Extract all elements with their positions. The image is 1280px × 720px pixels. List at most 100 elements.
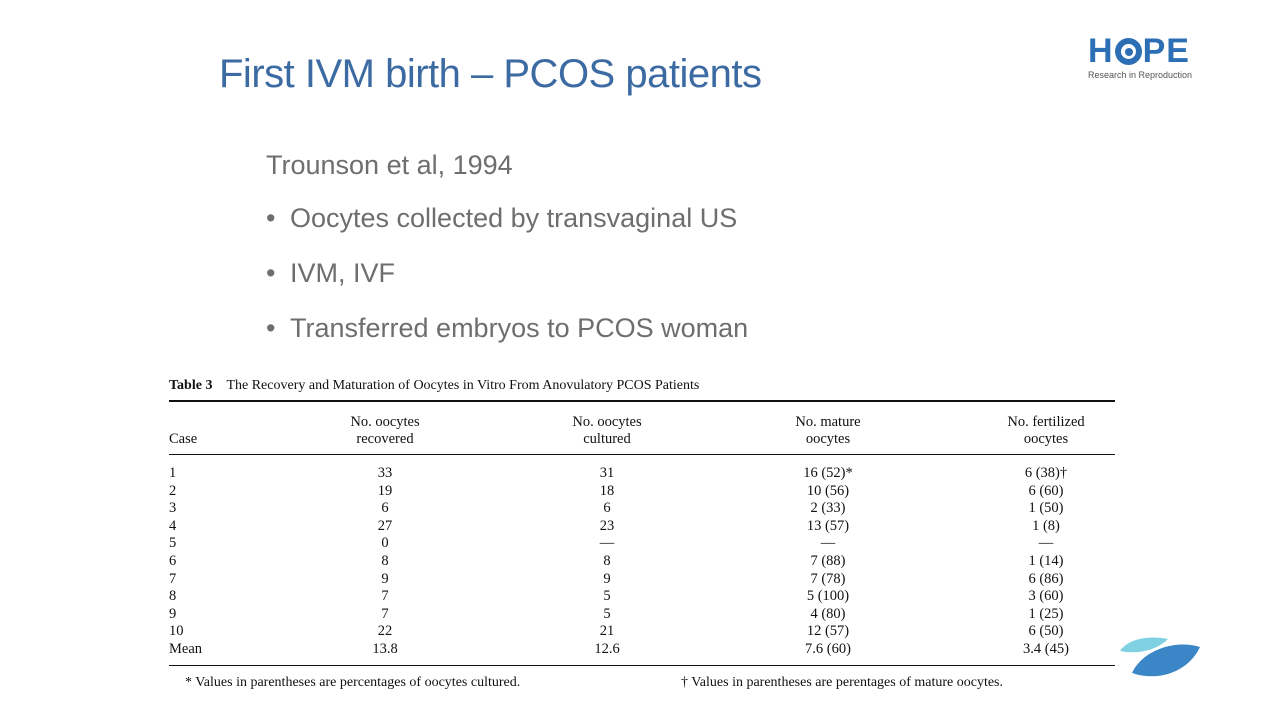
bullet-list: • Oocytes collected by transvaginal US • I… — [266, 203, 748, 368]
table-cell: 6 (38)† — [1024, 465, 1068, 481]
table-header-rule — [169, 454, 1115, 455]
column-header: No. fertilized oocytes — [1007, 414, 1085, 447]
oocyte-table: Case No. oocytes recovered No. oocytes cul… — [169, 402, 1115, 659]
table-cell: 5 — [603, 605, 611, 622]
table-cell: 19 — [377, 482, 393, 499]
table-bottom-rule — [169, 664, 1115, 666]
table-cell: 7 (78) — [810, 570, 846, 587]
table-cell: 7 — [381, 588, 389, 605]
table-cell: 6 (60) — [1028, 482, 1064, 499]
table-cell: 6 (50) — [1028, 623, 1064, 640]
logo-drops-icon — [1120, 637, 1200, 677]
table-cell: 8 — [169, 588, 177, 605]
table-cell: 6 — [169, 552, 177, 569]
table-cell: 7 — [381, 605, 389, 622]
table-cell: — — [599, 535, 615, 552]
table-row: 4 27 23 13 (57) 1 (8) — [169, 518, 1115, 536]
table-row: 6 8 8 7 (88) 1 (14) — [169, 553, 1115, 571]
table-row: 1 33 31 16 (52)* 6 (38)† — [169, 455, 1115, 483]
table-cell: 2 (33) — [810, 500, 846, 517]
table-cell: 13.8 — [372, 640, 398, 657]
footnote-percent-cultured: * Values in parentheses are percentages … — [185, 674, 521, 690]
table-cell: 5 (100) — [806, 588, 850, 605]
table-cell: 5 — [169, 535, 177, 552]
table-cell: Mean — [169, 640, 203, 657]
table-cell: 33 — [377, 465, 393, 481]
light-drop-shape — [1120, 637, 1168, 653]
table-body: 1 33 31 16 (52)* 6 (38)† 2 19 18 10 (56) 6 (60) 3 6… — [169, 455, 1115, 659]
table-cell: 10 (56) — [806, 482, 850, 499]
table-footnotes: * Values in parentheses are percentages … — [169, 675, 1115, 699]
bullet-icon: • — [266, 258, 276, 288]
table-cell: 5 — [603, 588, 611, 605]
column-header: No. mature oocytes — [795, 414, 861, 447]
slide-title: First IVM birth – PCOS patients — [219, 52, 762, 96]
table-cell: 22 — [377, 623, 393, 640]
bullet-text: Oocytes collected by transvaginal US — [290, 203, 738, 233]
table-cell: 8 — [603, 552, 611, 569]
table-cell: 1 (25) — [1028, 605, 1064, 622]
table-header-row: Case No. oocytes recovered No. oocytes cul… — [169, 402, 1115, 454]
table-cell: 27 — [377, 517, 393, 534]
table-cell: 12.6 — [594, 640, 620, 657]
table-cell: — — [1038, 535, 1054, 552]
table-cell: 2 — [169, 482, 177, 499]
table-cell: 3.4 (45) — [1023, 640, 1069, 657]
bullet-item: • Transferred embryos to PCOS woman — [266, 313, 748, 368]
table-cell: 16 (52)* — [803, 465, 853, 481]
column-header: No. oocytes recovered — [350, 414, 420, 447]
bullet-icon: • — [266, 313, 276, 343]
table-cell: 4 — [169, 517, 177, 534]
table-cell: 8 — [381, 552, 389, 569]
table-row: Mean 13.8 12.6 7.6 (60) 3.4 (45) — [169, 641, 1115, 659]
table-cell: 12 (57) — [806, 623, 850, 640]
table-row: 2 19 18 10 (56) 6 (60) — [169, 483, 1115, 501]
table-row: 7 9 9 7 (78) 6 (86) — [169, 571, 1115, 589]
table-cell: 1 (8) — [1032, 517, 1060, 534]
table-cell: — — [820, 535, 836, 552]
table-cell: 4 (80) — [810, 605, 846, 622]
logo-letter-h: H — [1088, 32, 1114, 70]
table-cell: 18 — [599, 482, 615, 499]
table-cell: 31 — [599, 465, 615, 481]
bullet-text: IVM, IVF — [290, 258, 396, 288]
table-cell: 9 — [381, 570, 389, 587]
column-header: Case — [169, 431, 198, 447]
data-table-figure: Table 3 The Recovery and Maturation of Oo… — [169, 378, 1115, 699]
table-row: 10 22 21 12 (57) 6 (50) — [169, 623, 1115, 641]
bullet-item: • IVM, IVF — [266, 258, 748, 313]
table-cell: 3 — [169, 500, 177, 517]
table-cell: 7 (88) — [810, 552, 846, 569]
footnote-percent-mature: † Values in parentheses are perentages o… — [681, 674, 1004, 690]
table-cell: 9 — [603, 570, 611, 587]
logo-letters-pe: PE — [1142, 32, 1190, 70]
eye-icon — [1114, 37, 1142, 65]
table-cell: 21 — [599, 623, 615, 640]
table-cell: 13 (57) — [806, 517, 850, 534]
hope-logo: H PE Research in Reproduction — [1088, 34, 1203, 84]
table-row: 8 7 5 5 (100) 3 (60) — [169, 588, 1115, 606]
table-row: 9 7 5 4 (80) 1 (25) — [169, 606, 1115, 624]
table-cell: 10 — [169, 623, 184, 640]
dark-drop-shape — [1132, 644, 1200, 677]
table-row: 3 6 6 2 (33) 1 (50) — [169, 500, 1115, 518]
bullet-text: Transferred embryos to PCOS woman — [290, 313, 749, 343]
table-caption: Table 3 The Recovery and Maturation of Oo… — [169, 378, 1115, 400]
column-header: No. oocytes cultured — [572, 414, 642, 447]
table-cell: 6 (86) — [1028, 570, 1064, 587]
table-cell: 7 — [169, 570, 177, 587]
logo-tagline: Research in Reproduction — [1088, 70, 1193, 80]
table-cell: 1 — [169, 465, 177, 481]
logo-wordmark: H PE — [1088, 34, 1203, 68]
citation-text: Trounson et al, 1994 — [266, 150, 513, 180]
table-cell: 7.6 (60) — [805, 640, 851, 657]
table-row: 5 0 — — — — [169, 535, 1115, 553]
table-caption-text: The Recovery and Maturation of Oocytes i… — [226, 378, 700, 393]
bullet-item: • Oocytes collected by transvaginal US — [266, 203, 748, 258]
table-cell: 6 — [381, 500, 389, 517]
table-cell: 0 — [381, 535, 389, 552]
table-cell: 6 — [603, 500, 611, 517]
table-cell: 3 (60) — [1028, 588, 1064, 605]
table-label: Table 3 — [169, 378, 213, 393]
table-cell: 1 (14) — [1028, 552, 1064, 569]
